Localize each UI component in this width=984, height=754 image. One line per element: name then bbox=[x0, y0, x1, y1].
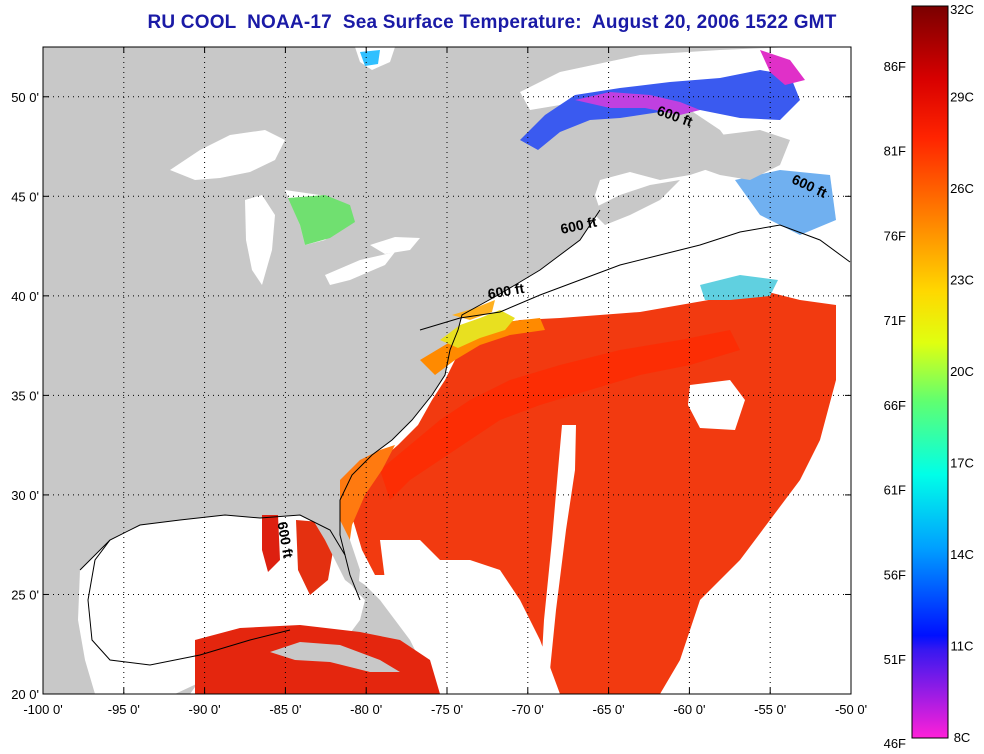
colorbar-fahrenheit-label: 71F bbox=[884, 313, 906, 328]
sst-labrador-magenta bbox=[760, 50, 805, 85]
colorbar-fahrenheit-label: 46F bbox=[884, 736, 906, 751]
colorbar-fahrenheit-label: 81F bbox=[884, 144, 906, 159]
sst-superior-cyan bbox=[360, 50, 380, 66]
sst-gulf-stream bbox=[380, 330, 740, 500]
colorbar-fahrenheit-label: 51F bbox=[884, 652, 906, 667]
colorbar-celsius-label: 29C bbox=[950, 90, 974, 105]
cuba bbox=[270, 642, 400, 672]
lat-tick-label: 45 0' bbox=[11, 189, 39, 204]
colorbar-fahrenheit-label: 76F bbox=[884, 228, 906, 243]
lat-tick-label: 20 0' bbox=[11, 687, 39, 702]
isobath-600ft-gulf bbox=[87, 539, 291, 666]
colorbar-fahrenheit-label: 56F bbox=[884, 567, 906, 582]
sst-mid-atlantic-yellow bbox=[440, 310, 515, 348]
graticule bbox=[42, 47, 852, 695]
map-plot-area bbox=[43, 47, 851, 694]
lon-tick-label: -75 0' bbox=[431, 702, 463, 717]
sst-newfoundland-cyan bbox=[735, 170, 836, 235]
map-title: RU COOL NOAA-17 Sea Surface Temperature:… bbox=[147, 12, 837, 33]
cloud-gap bbox=[540, 425, 576, 690]
sst-shelf-orange bbox=[420, 318, 545, 375]
sst-scotian-cyan bbox=[700, 275, 778, 300]
colorbar-celsius-label: 17C bbox=[950, 456, 974, 471]
latitude-tick-labels: 20 0' 25 0' 30 0' 35 0' 40 0' 45 0' 50 0' bbox=[11, 90, 39, 702]
prince-edward-island bbox=[630, 152, 668, 167]
lon-tick-label: -90 0' bbox=[189, 702, 221, 717]
colorbar-fahrenheit-label: 61F bbox=[884, 483, 906, 498]
colorbar-fahrenheit-label: 66F bbox=[884, 398, 906, 413]
colorbar-celsius-label: 20C bbox=[950, 364, 974, 379]
cloud-patch-1 bbox=[688, 380, 745, 430]
cloud-patch-2 bbox=[380, 540, 440, 585]
sst-st-lawrence-magenta bbox=[575, 92, 700, 115]
nova-scotia bbox=[590, 180, 680, 225]
lake-ontario bbox=[370, 237, 420, 254]
lat-tick-label: 25 0' bbox=[11, 587, 39, 602]
colorbar-celsius-label: 26C bbox=[950, 181, 974, 196]
lake-superior bbox=[170, 130, 285, 180]
lon-tick-label: -65 0' bbox=[593, 702, 625, 717]
colorbar-fahrenheit-label: 86F bbox=[884, 59, 906, 74]
isobath-600ft bbox=[419, 224, 851, 331]
colorbar-celsius-label: 11C bbox=[951, 639, 974, 654]
colorbar-celsius-label: 32C bbox=[950, 2, 974, 17]
lon-tick-label: -55 0' bbox=[754, 702, 786, 717]
lon-tick-label: -60 0' bbox=[673, 702, 705, 717]
isobath-label: 600 ft bbox=[559, 214, 598, 237]
longitude-tick-labels: -100 0' -95 0' -90 0' -85 0' -80 0' -75 0' -70… bbox=[23, 702, 867, 717]
isobath-label: 600 ft bbox=[487, 280, 526, 302]
colorbar-labels: 32C 29C 26C 23C 20C 17C 14C 11C 8C 86F 81F 76F 71F 66… bbox=[884, 2, 974, 751]
coastline-gulf bbox=[79, 514, 346, 571]
newfoundland bbox=[690, 130, 790, 180]
lon-tick-label: -50 0' bbox=[835, 702, 867, 717]
colorbar-celsius-label: 14C bbox=[950, 547, 974, 562]
lake-michigan bbox=[245, 195, 275, 285]
lon-tick-label: -95 0' bbox=[108, 702, 140, 717]
long-island bbox=[455, 296, 495, 306]
lat-tick-label: 50 0' bbox=[11, 90, 39, 105]
lat-tick-label: 35 0' bbox=[11, 388, 39, 403]
colorbar-celsius-label: 8C bbox=[954, 730, 971, 745]
lon-tick-label: -80 0' bbox=[350, 702, 382, 717]
lon-tick-label: -100 0' bbox=[23, 702, 62, 717]
colorbar-celsius-label: 23C bbox=[950, 273, 974, 288]
sst-gulf-patch-1 bbox=[262, 515, 280, 572]
lon-tick-label: -85 0' bbox=[269, 702, 301, 717]
lat-tick-label: 40 0' bbox=[11, 289, 39, 304]
isobath-label: 600 ft bbox=[274, 520, 296, 559]
lon-tick-label: -70 0' bbox=[512, 702, 544, 717]
sst-great-lakes-green bbox=[288, 195, 355, 245]
florida bbox=[310, 515, 360, 590]
colorbar bbox=[911, 5, 949, 739]
lake-erie bbox=[325, 252, 395, 285]
lat-tick-label: 30 0' bbox=[11, 488, 39, 503]
